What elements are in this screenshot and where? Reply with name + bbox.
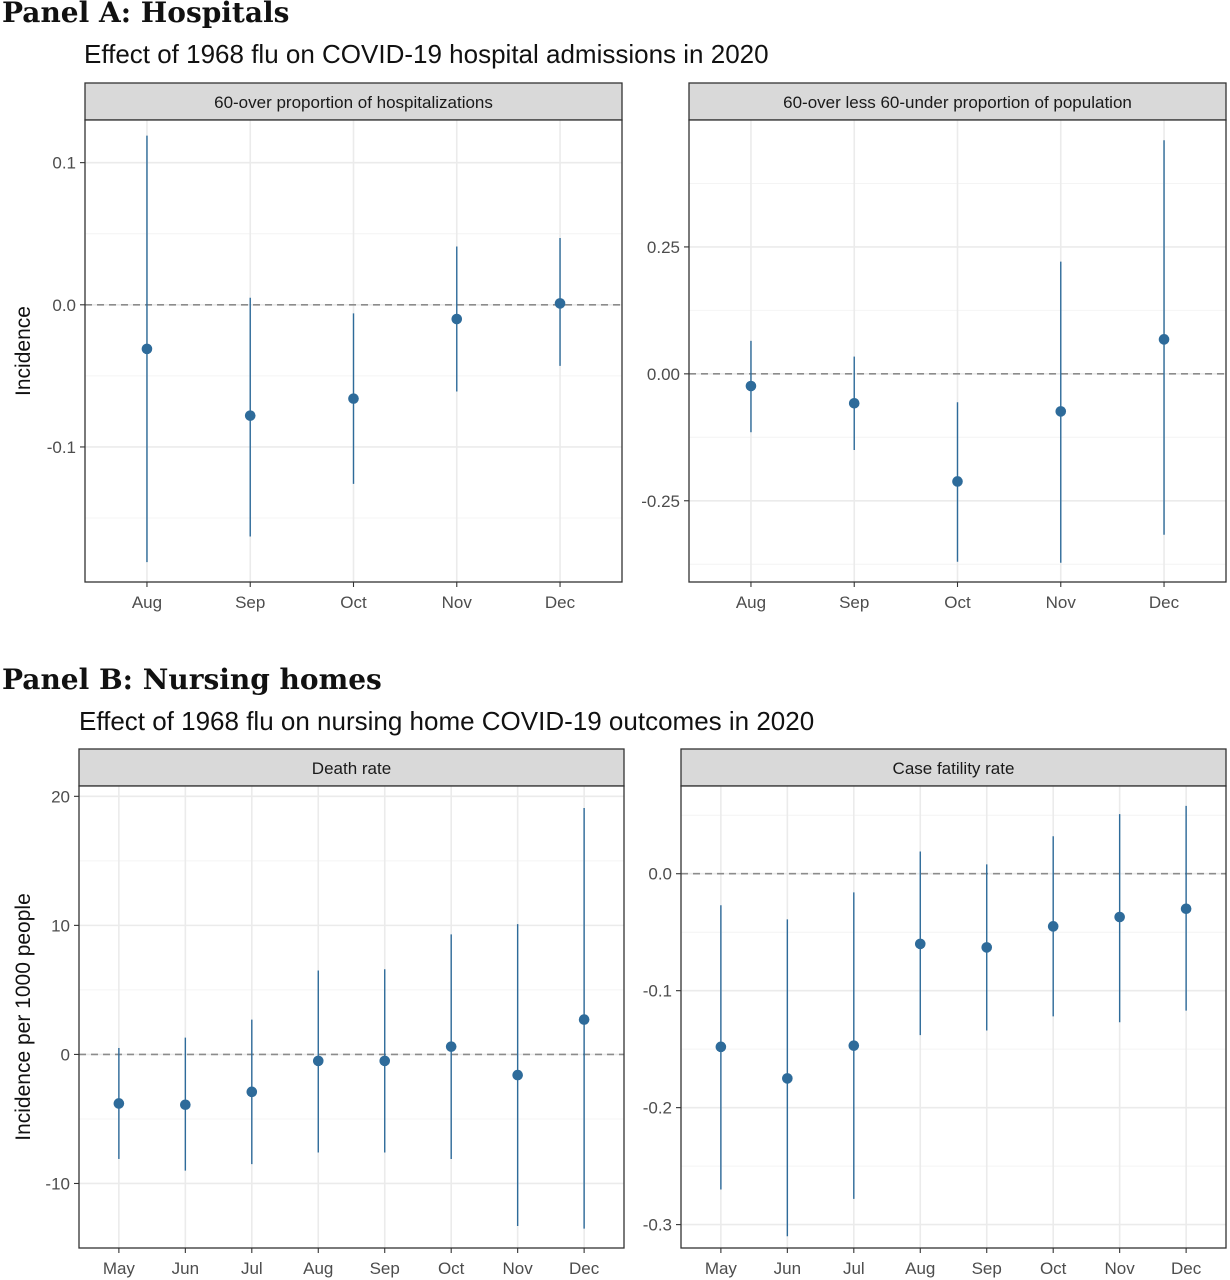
x-tick-label: Jun (172, 1259, 199, 1278)
x-tick-label: Nov (442, 593, 473, 612)
estimate-point (141, 343, 153, 355)
x-tick-label: Jul (241, 1259, 263, 1278)
estimate-point (952, 476, 963, 487)
plot-background (79, 786, 624, 1248)
plot-background (681, 786, 1226, 1248)
x-tick-label: Sep (235, 593, 265, 612)
y-tick-label: 0.1 (52, 154, 76, 173)
x-tick-label: Sep (839, 593, 869, 612)
panel-a-title: Effect of 1968 flu on COVID-19 hospital … (84, 39, 769, 69)
facet-strip-label: Case fatility rate (893, 759, 1015, 778)
x-tick-label: May (705, 1259, 738, 1278)
x-tick-label: Nov (1105, 1259, 1136, 1278)
panel-b-heading: Panel B: Nursing homes (2, 663, 382, 696)
facet-population: 60-over less 60-under proportion of popu… (641, 82, 1227, 612)
y-tick-label: 0.0 (52, 296, 76, 315)
y-tick-label: -0.3 (643, 1216, 672, 1235)
estimate-point (445, 1041, 457, 1052)
estimate-point (348, 393, 359, 404)
plot-border (680, 785, 1227, 1249)
y-tick-label: 20 (51, 787, 70, 806)
panel-b-title: Effect of 1968 flu on nursing home COVID… (79, 706, 814, 736)
estimate-point (848, 397, 860, 409)
x-tick-label: Sep (370, 1259, 400, 1278)
estimate-point (180, 1099, 191, 1111)
facet-strip-label: 60-over less 60-under proportion of popu… (783, 93, 1132, 112)
estimate-point (246, 1086, 258, 1098)
x-tick-label: Aug (132, 593, 162, 612)
x-tick-label: Oct (944, 593, 971, 612)
y-tick-label: -0.25 (641, 492, 680, 511)
estimate-point (848, 1040, 860, 1051)
x-tick-label: Nov (503, 1259, 534, 1278)
panel-a-heading: Panel A: Hospitals (2, 0, 289, 29)
estimate-point (379, 1055, 391, 1067)
x-tick-label: Dec (569, 1259, 600, 1278)
x-tick-label: Sep (972, 1259, 1002, 1278)
estimate-point (312, 1055, 324, 1067)
estimate-point (782, 1073, 793, 1084)
estimate-point (1047, 921, 1059, 932)
plot-border (78, 785, 625, 1249)
y-tick-label: 0 (61, 1045, 70, 1064)
facet-death-rate: Death rate -10 0 10 20 May Jun Jul Aug Sep Oct Nov D… (12, 748, 625, 1278)
estimate-point (244, 410, 256, 421)
estimate-point (1114, 911, 1125, 923)
facet-strip (84, 82, 623, 121)
y-tick-label: 0.25 (647, 238, 680, 257)
y-axis-title: Incidence (12, 306, 35, 396)
estimate-point (1180, 903, 1192, 915)
y-tick-label: 0.00 (647, 365, 680, 384)
x-tick-label: Jul (843, 1259, 865, 1278)
y-tick-label: -0.1 (47, 438, 76, 457)
x-tick-label: Dec (1171, 1259, 1202, 1278)
estimate-point (1055, 406, 1067, 417)
estimate-point (512, 1069, 523, 1081)
estimate-point (578, 1014, 590, 1025)
estimate-point (1158, 334, 1170, 345)
facet-hospitalizations: 60-over proportion of hospitalizations -0… (12, 82, 623, 612)
y-tick-label: -10 (45, 1174, 70, 1193)
y-axis-title: Incidence per 1000 people (12, 893, 35, 1141)
x-tick-label: Oct (438, 1259, 465, 1278)
y-tick-label: -0.2 (643, 1099, 672, 1118)
estimate-point (715, 1041, 727, 1053)
facet-strip-label: Death rate (312, 759, 391, 778)
x-tick-label: Aug (905, 1259, 935, 1278)
facet-strip-label: 60-over proportion of hospitalizations (214, 93, 493, 112)
x-tick-label: Aug (303, 1259, 333, 1278)
estimate-point (981, 942, 993, 953)
estimate-point (113, 1098, 125, 1109)
facet-strip (680, 748, 1227, 787)
x-tick-label: Aug (736, 593, 766, 612)
x-tick-label: Nov (1046, 593, 1077, 612)
x-tick-label: Oct (340, 593, 367, 612)
estimate-point (451, 313, 463, 325)
estimate-point (554, 298, 566, 309)
estimate-point (745, 380, 757, 392)
x-tick-label: May (103, 1259, 136, 1278)
x-tick-label: Dec (1149, 593, 1180, 612)
x-tick-label: Jun (774, 1259, 801, 1278)
facet-case-fatality-rate: Case fatility rate -0.3 -0.2 -0.1 0.0 May Jun J… (643, 748, 1227, 1278)
y-tick-label: 10 (51, 916, 70, 935)
x-tick-label: Dec (545, 593, 576, 612)
y-tick-label: -0.1 (643, 982, 672, 1001)
estimate-point (914, 938, 926, 950)
x-tick-label: Oct (1040, 1259, 1067, 1278)
y-tick-label: 0.0 (648, 865, 672, 884)
